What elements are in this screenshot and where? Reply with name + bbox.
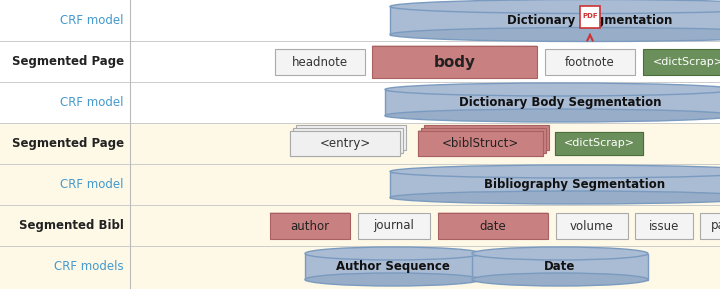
Text: headnote: headnote bbox=[292, 55, 348, 68]
Text: Bibliography Segmentation: Bibliography Segmentation bbox=[485, 178, 665, 191]
Bar bbox=[293, 128, 403, 153]
Bar bbox=[555, 132, 643, 155]
Ellipse shape bbox=[390, 165, 720, 178]
Bar bbox=[635, 213, 693, 239]
Bar bbox=[0, 0, 720, 123]
Bar bbox=[545, 49, 635, 75]
Bar bbox=[424, 125, 549, 150]
Text: PDF: PDF bbox=[582, 13, 598, 19]
Ellipse shape bbox=[305, 247, 481, 260]
Text: footnote: footnote bbox=[565, 55, 615, 68]
Text: Dictionary Body Segmentation: Dictionary Body Segmentation bbox=[459, 96, 661, 109]
Bar bbox=[0, 123, 720, 289]
Text: <dictScrap>: <dictScrap> bbox=[652, 57, 720, 67]
Bar bbox=[290, 131, 400, 156]
Text: date: date bbox=[480, 220, 506, 232]
Ellipse shape bbox=[390, 0, 720, 14]
Text: body: body bbox=[433, 55, 475, 69]
Ellipse shape bbox=[390, 191, 720, 204]
Text: journal: journal bbox=[374, 220, 415, 232]
Bar bbox=[438, 213, 548, 239]
Bar bbox=[472, 253, 648, 279]
Text: Author Sequence: Author Sequence bbox=[336, 260, 450, 273]
Ellipse shape bbox=[472, 273, 648, 286]
FancyBboxPatch shape bbox=[580, 6, 600, 28]
Bar bbox=[385, 90, 720, 116]
Bar bbox=[555, 132, 643, 155]
Text: CRF model: CRF model bbox=[60, 96, 124, 109]
Polygon shape bbox=[438, 213, 548, 239]
Bar bbox=[372, 46, 537, 78]
Text: Dictionary Segmentation: Dictionary Segmentation bbox=[508, 14, 672, 27]
Text: Segmented Page: Segmented Page bbox=[12, 55, 124, 68]
Text: <dictScrap>: <dictScrap> bbox=[564, 138, 634, 149]
Text: CRF model: CRF model bbox=[60, 14, 124, 27]
Bar bbox=[296, 125, 406, 150]
Text: Segmented Page: Segmented Page bbox=[12, 137, 124, 150]
Bar bbox=[390, 171, 720, 197]
Ellipse shape bbox=[472, 247, 648, 260]
Bar bbox=[418, 131, 543, 156]
Bar bbox=[700, 213, 720, 239]
Text: CRF model: CRF model bbox=[60, 178, 124, 191]
Bar bbox=[305, 253, 481, 279]
Text: pages: pages bbox=[711, 220, 720, 232]
Bar bbox=[421, 128, 546, 153]
Text: Segmented Bibl: Segmented Bibl bbox=[19, 219, 124, 232]
Bar bbox=[270, 213, 350, 239]
Ellipse shape bbox=[305, 273, 481, 286]
Bar bbox=[290, 131, 400, 156]
Bar bbox=[390, 6, 720, 34]
Bar bbox=[643, 49, 720, 75]
Text: <entry>: <entry> bbox=[320, 137, 371, 150]
Text: volume: volume bbox=[570, 220, 614, 232]
Ellipse shape bbox=[390, 27, 720, 42]
Text: Date: Date bbox=[544, 260, 576, 273]
Bar bbox=[556, 213, 628, 239]
Ellipse shape bbox=[385, 109, 720, 122]
Bar bbox=[358, 213, 430, 239]
Polygon shape bbox=[418, 131, 543, 156]
Polygon shape bbox=[372, 46, 537, 78]
Text: author: author bbox=[290, 220, 330, 232]
Bar bbox=[418, 131, 543, 156]
Ellipse shape bbox=[385, 83, 720, 96]
Text: issue: issue bbox=[649, 220, 679, 232]
Bar bbox=[275, 49, 365, 75]
Text: CRF models: CRF models bbox=[55, 260, 124, 273]
Text: <biblStruct>: <biblStruct> bbox=[442, 137, 519, 150]
Polygon shape bbox=[270, 213, 350, 239]
